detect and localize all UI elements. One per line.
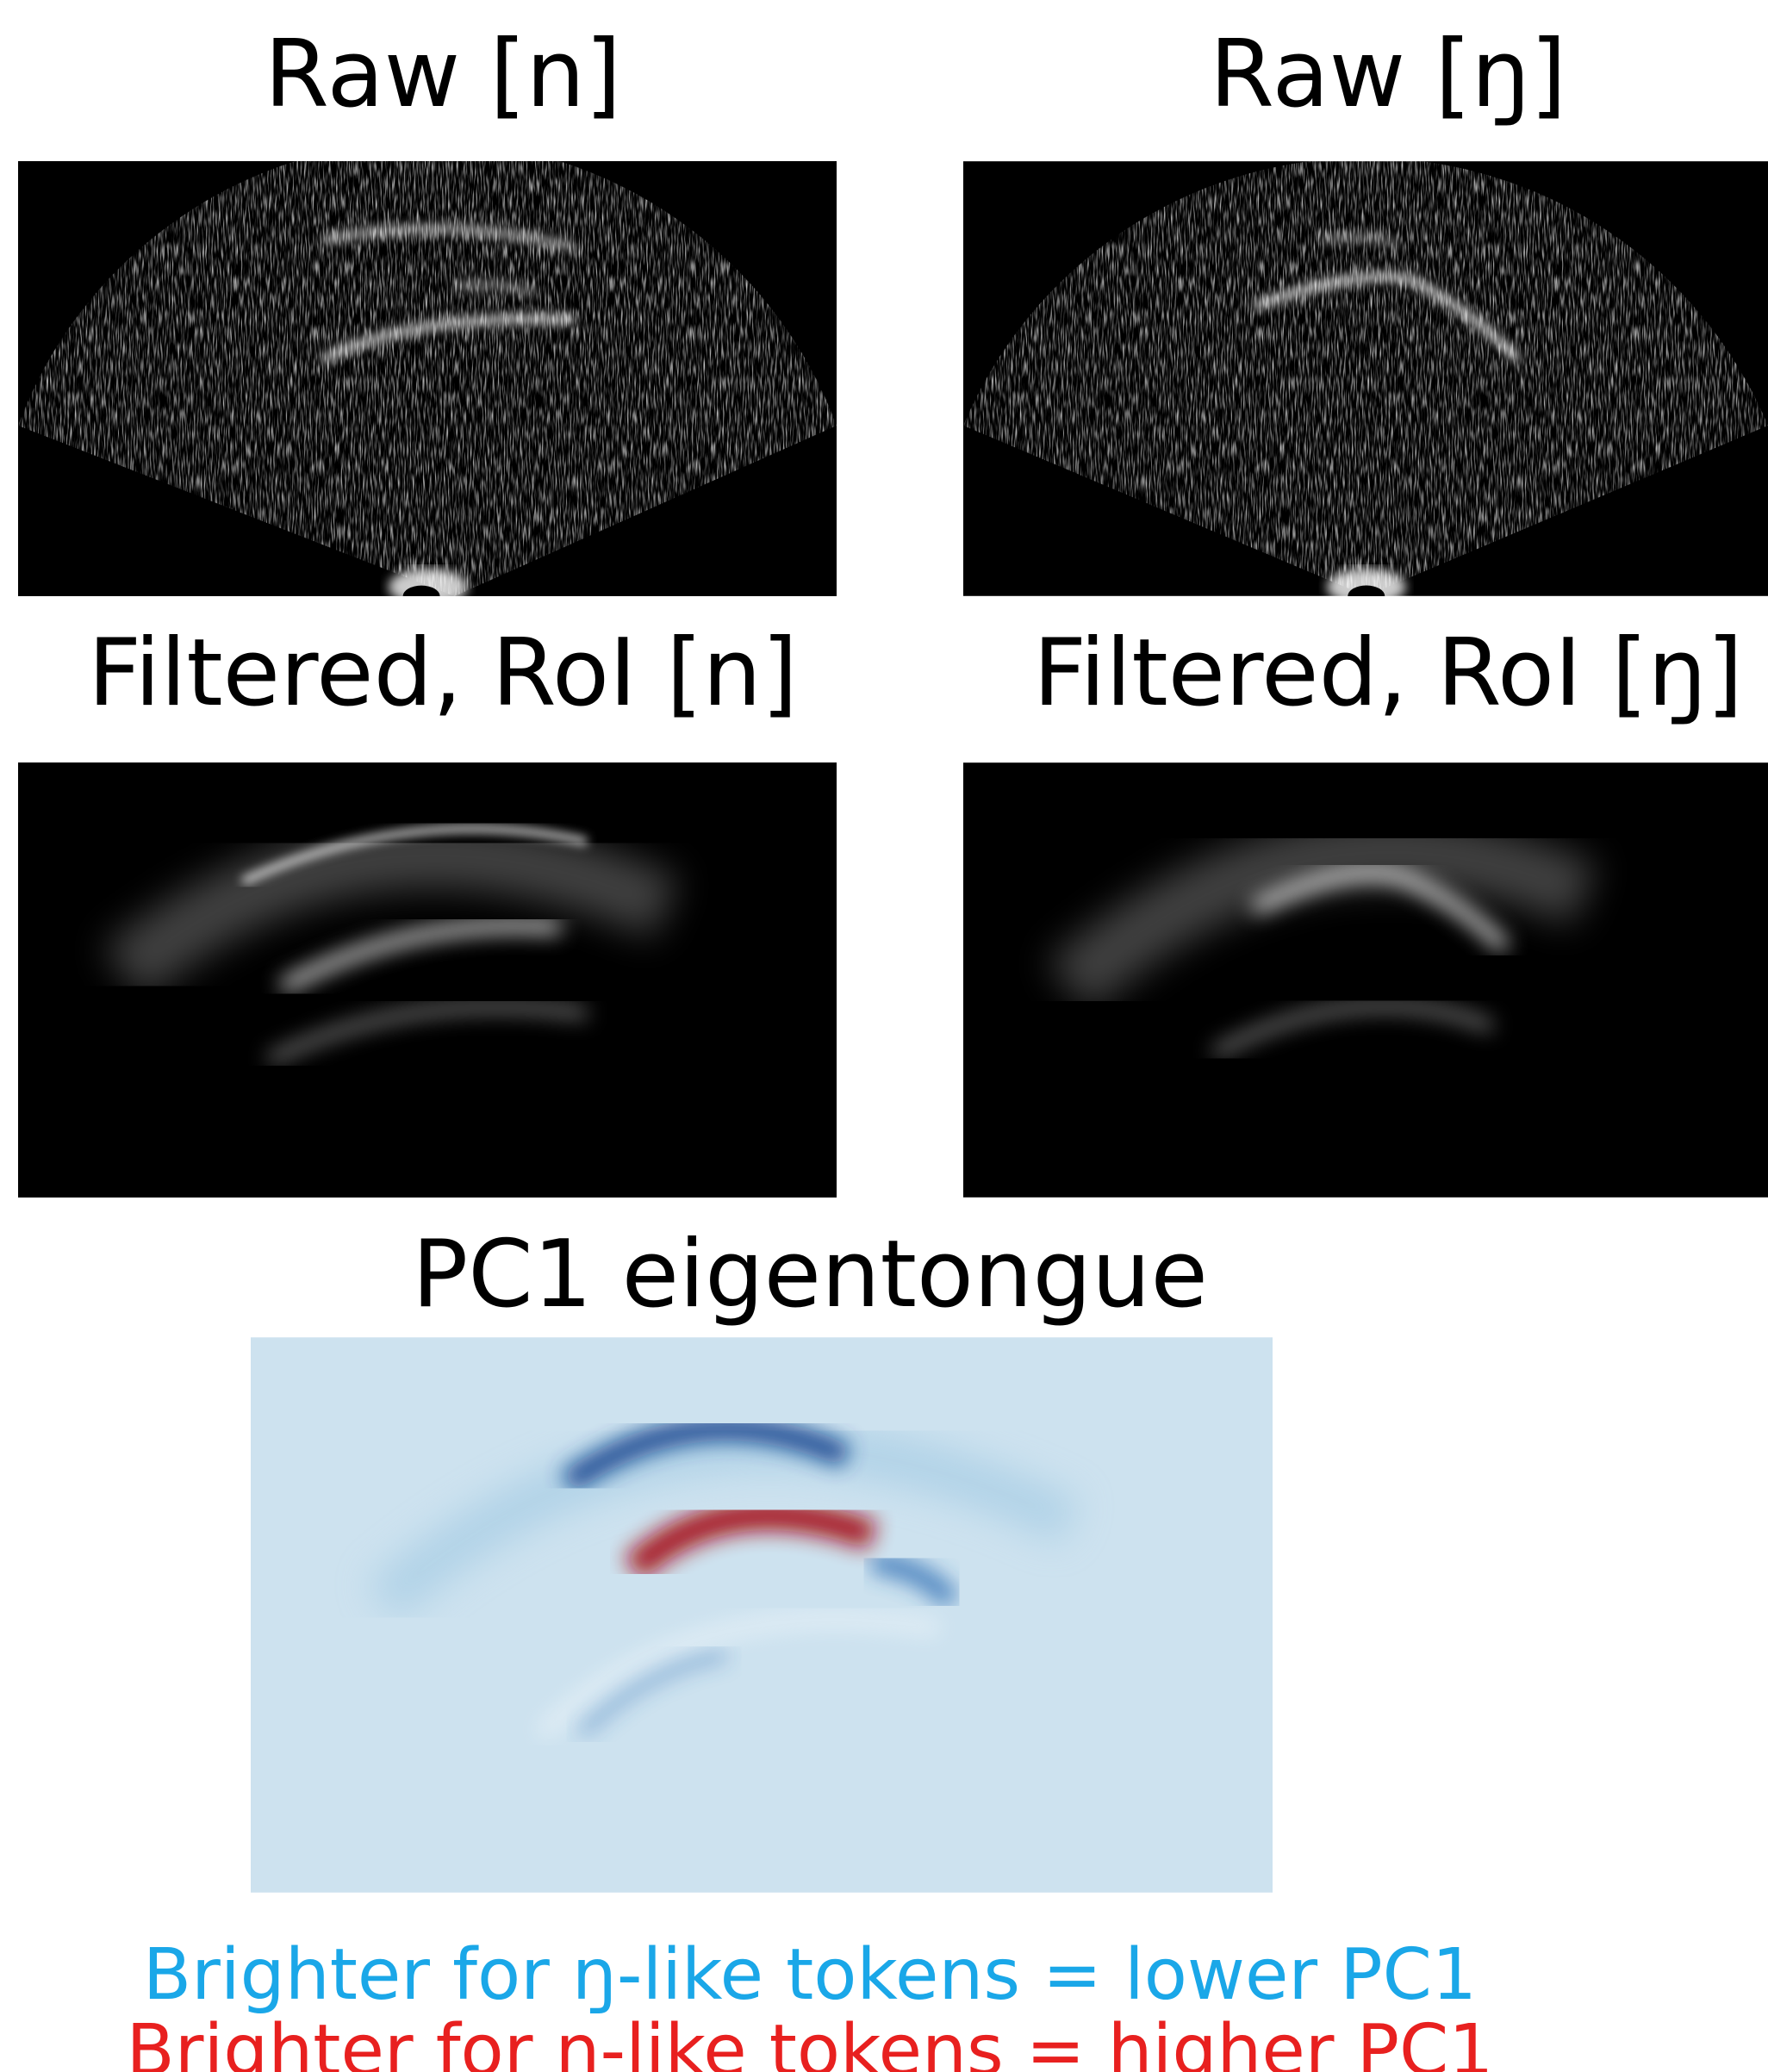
figure: Raw [n] Raw [ŋ] Filtered, RoI [n] Filter… xyxy=(0,0,1768,2072)
caption-line: Brighter for n-like tokens = higher PC1 xyxy=(127,2016,1494,2072)
raw-image-n xyxy=(18,161,837,596)
panel-title: Filtered, RoI [n] xyxy=(88,627,798,720)
filtered-image-n xyxy=(18,762,837,1198)
panel-title: Raw [n] xyxy=(265,28,621,121)
panel-title: Filtered, RoI [ŋ] xyxy=(1033,627,1743,720)
filtered-image-ng xyxy=(963,762,1768,1198)
panel-title: Raw [ŋ] xyxy=(1210,28,1566,121)
pc1-title: PC1 eigentongue xyxy=(412,1229,1208,1322)
caption-line: Brighter for ŋ-like tokens = lower PC1 xyxy=(143,1940,1477,2011)
raw-image-ng xyxy=(963,161,1768,596)
pc1-image xyxy=(251,1337,1273,1893)
